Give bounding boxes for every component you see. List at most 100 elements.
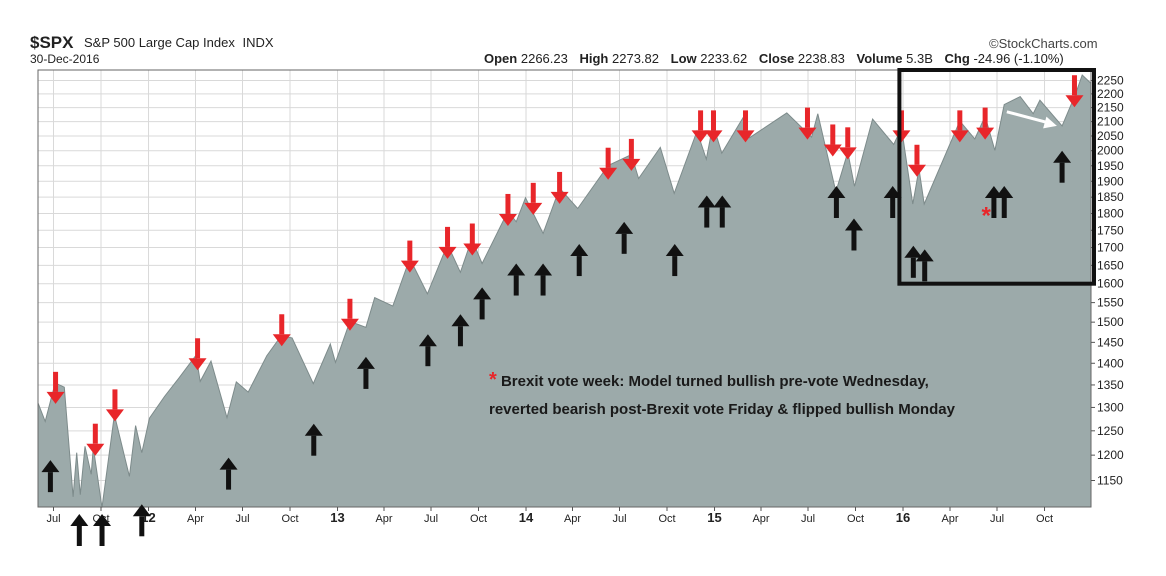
bearish-arrow-shaft xyxy=(407,240,413,261)
bearish-arrow xyxy=(976,107,995,140)
bearish-arrow-shaft xyxy=(1071,75,1077,96)
bullish-arrow-head xyxy=(827,185,846,198)
open-value: 2266.23 xyxy=(520,51,568,66)
bearish-arrow xyxy=(498,193,517,226)
bullish-arrow-head xyxy=(418,334,437,347)
y-tick-label: 1950 xyxy=(1097,159,1124,173)
x-tick-label: Apr xyxy=(941,513,958,525)
bullish-arrow-head xyxy=(883,185,902,198)
index-name: S&P 500 Large Cap Index xyxy=(84,35,235,50)
x-tick-label: Oct xyxy=(658,513,675,525)
bearish-arrow-shaft xyxy=(279,314,285,335)
date-label: 30-Dec-2016 xyxy=(30,52,100,66)
x-tick-label: Oct xyxy=(470,513,487,525)
y-tick-label: 1300 xyxy=(1097,400,1124,414)
y-tick-label: 1600 xyxy=(1097,277,1124,291)
bullish-arrow-shaft xyxy=(363,368,369,389)
bearish-arrow-shaft xyxy=(982,107,988,128)
bearish-arrow-head xyxy=(86,443,105,456)
x-tick-label: Apr xyxy=(752,513,769,525)
bullish-arrow xyxy=(93,514,112,546)
bearish-arrow-head xyxy=(907,164,926,177)
annotation-line-1: Brexit vote week: Model turned bullish p… xyxy=(500,373,929,390)
chg-label: Chg xyxy=(944,51,970,66)
bearish-arrow-shaft xyxy=(743,110,749,131)
bearish-arrow-head xyxy=(438,246,457,259)
bearish-arrow-head xyxy=(272,334,291,347)
bearish-arrow xyxy=(950,110,969,143)
bearish-arrow-head xyxy=(798,127,817,140)
bearish-arrow-head xyxy=(463,243,482,256)
bearish-arrow-shaft xyxy=(445,226,451,247)
plot-border xyxy=(37,69,1092,508)
bullish-arrow xyxy=(995,185,1014,218)
bearish-arrow xyxy=(838,127,857,160)
y-tick-label: 2050 xyxy=(1097,129,1124,143)
bullish-arrow-head xyxy=(93,514,112,526)
bearish-arrow xyxy=(400,240,419,273)
brexit-highlight-box xyxy=(897,68,1096,286)
highlight-box-layer: * xyxy=(897,68,1096,286)
bullish-arrow xyxy=(507,263,526,296)
bearish-arrow-head xyxy=(340,318,359,331)
bearish-arrow xyxy=(272,314,291,347)
y-tick-label: 1250 xyxy=(1097,424,1124,438)
chg-value: -24.96 (-1.10%) xyxy=(973,51,1064,66)
bullish-arrow xyxy=(904,245,923,278)
price-area xyxy=(37,74,1092,508)
exchange-label: INDX xyxy=(242,35,274,50)
y-tick-label: 1550 xyxy=(1097,296,1124,310)
bearish-arrow-head xyxy=(976,127,995,140)
y-tick-label: 1400 xyxy=(1097,356,1124,370)
y-tick-label: 1500 xyxy=(1097,315,1124,329)
bearish-arrow-shaft xyxy=(195,338,201,359)
bullish-arrow-head xyxy=(41,460,60,473)
bearish-arrow-shaft xyxy=(505,193,511,214)
bearish-arrow-shaft xyxy=(914,144,920,165)
bullish-arrow-shaft xyxy=(576,256,582,277)
x-tick-label: Jul xyxy=(990,513,1004,525)
bearish-arrow xyxy=(823,124,842,157)
x-tick-label: Jul xyxy=(235,513,249,525)
y-tick-label: 2000 xyxy=(1097,144,1124,158)
x-tick-label: 16 xyxy=(896,510,910,525)
bearish-arrow-shaft xyxy=(804,107,810,128)
bearish-arrow-head xyxy=(599,167,618,180)
x-tick-label: Apr xyxy=(375,513,392,525)
x-axis: JulOct12AprJulOct13AprJulOct14AprJulOct1… xyxy=(46,507,1053,525)
y-tick-label: 2150 xyxy=(1097,101,1124,115)
bullish-arrow-head xyxy=(904,245,923,258)
bearish-arrow-shaft xyxy=(92,423,98,444)
bearish-arrow-shaft xyxy=(557,171,563,192)
bullish-arrow-head xyxy=(844,218,863,231)
bearish-arrow xyxy=(691,110,710,143)
bullish-arrow xyxy=(570,244,589,277)
x-tick-label: Jul xyxy=(801,513,815,525)
bullish-arrow xyxy=(665,244,684,277)
bullish-arrow-shaft xyxy=(672,256,678,277)
volume-value: 5.3B xyxy=(906,51,933,66)
annotation-star: * xyxy=(489,369,497,391)
x-tick-label: Oct xyxy=(1036,513,1053,525)
bearish-arrow xyxy=(105,389,124,422)
bullish-arrow xyxy=(70,514,89,546)
pointer-arrow-line xyxy=(1006,110,1050,125)
annotation-line-2: reverted bearish post-Brexit vote Friday… xyxy=(489,401,955,418)
bullish-arrow-shaft xyxy=(704,207,710,228)
bullish-arrow xyxy=(697,195,716,228)
x-tick-label: Jul xyxy=(424,513,438,525)
bullish-arrow-shaft xyxy=(226,469,232,490)
bullish-arrow-shaft xyxy=(425,346,431,367)
bearish-arrow xyxy=(622,138,641,171)
bearish-arrow xyxy=(46,371,65,404)
bearish-arrow-head xyxy=(1065,95,1084,108)
low-value: 2233.62 xyxy=(700,51,748,66)
plot-frame xyxy=(37,69,1092,508)
bearish-arrow-shaft xyxy=(347,298,353,319)
y-tick-label: 1800 xyxy=(1097,206,1124,220)
x-tick-label: Oct xyxy=(847,513,864,525)
bearish-arrow xyxy=(1065,75,1084,108)
bearish-arrow-head xyxy=(736,130,755,143)
bullish-arrow-shaft xyxy=(833,197,839,218)
volume-label: Volume xyxy=(856,51,903,66)
